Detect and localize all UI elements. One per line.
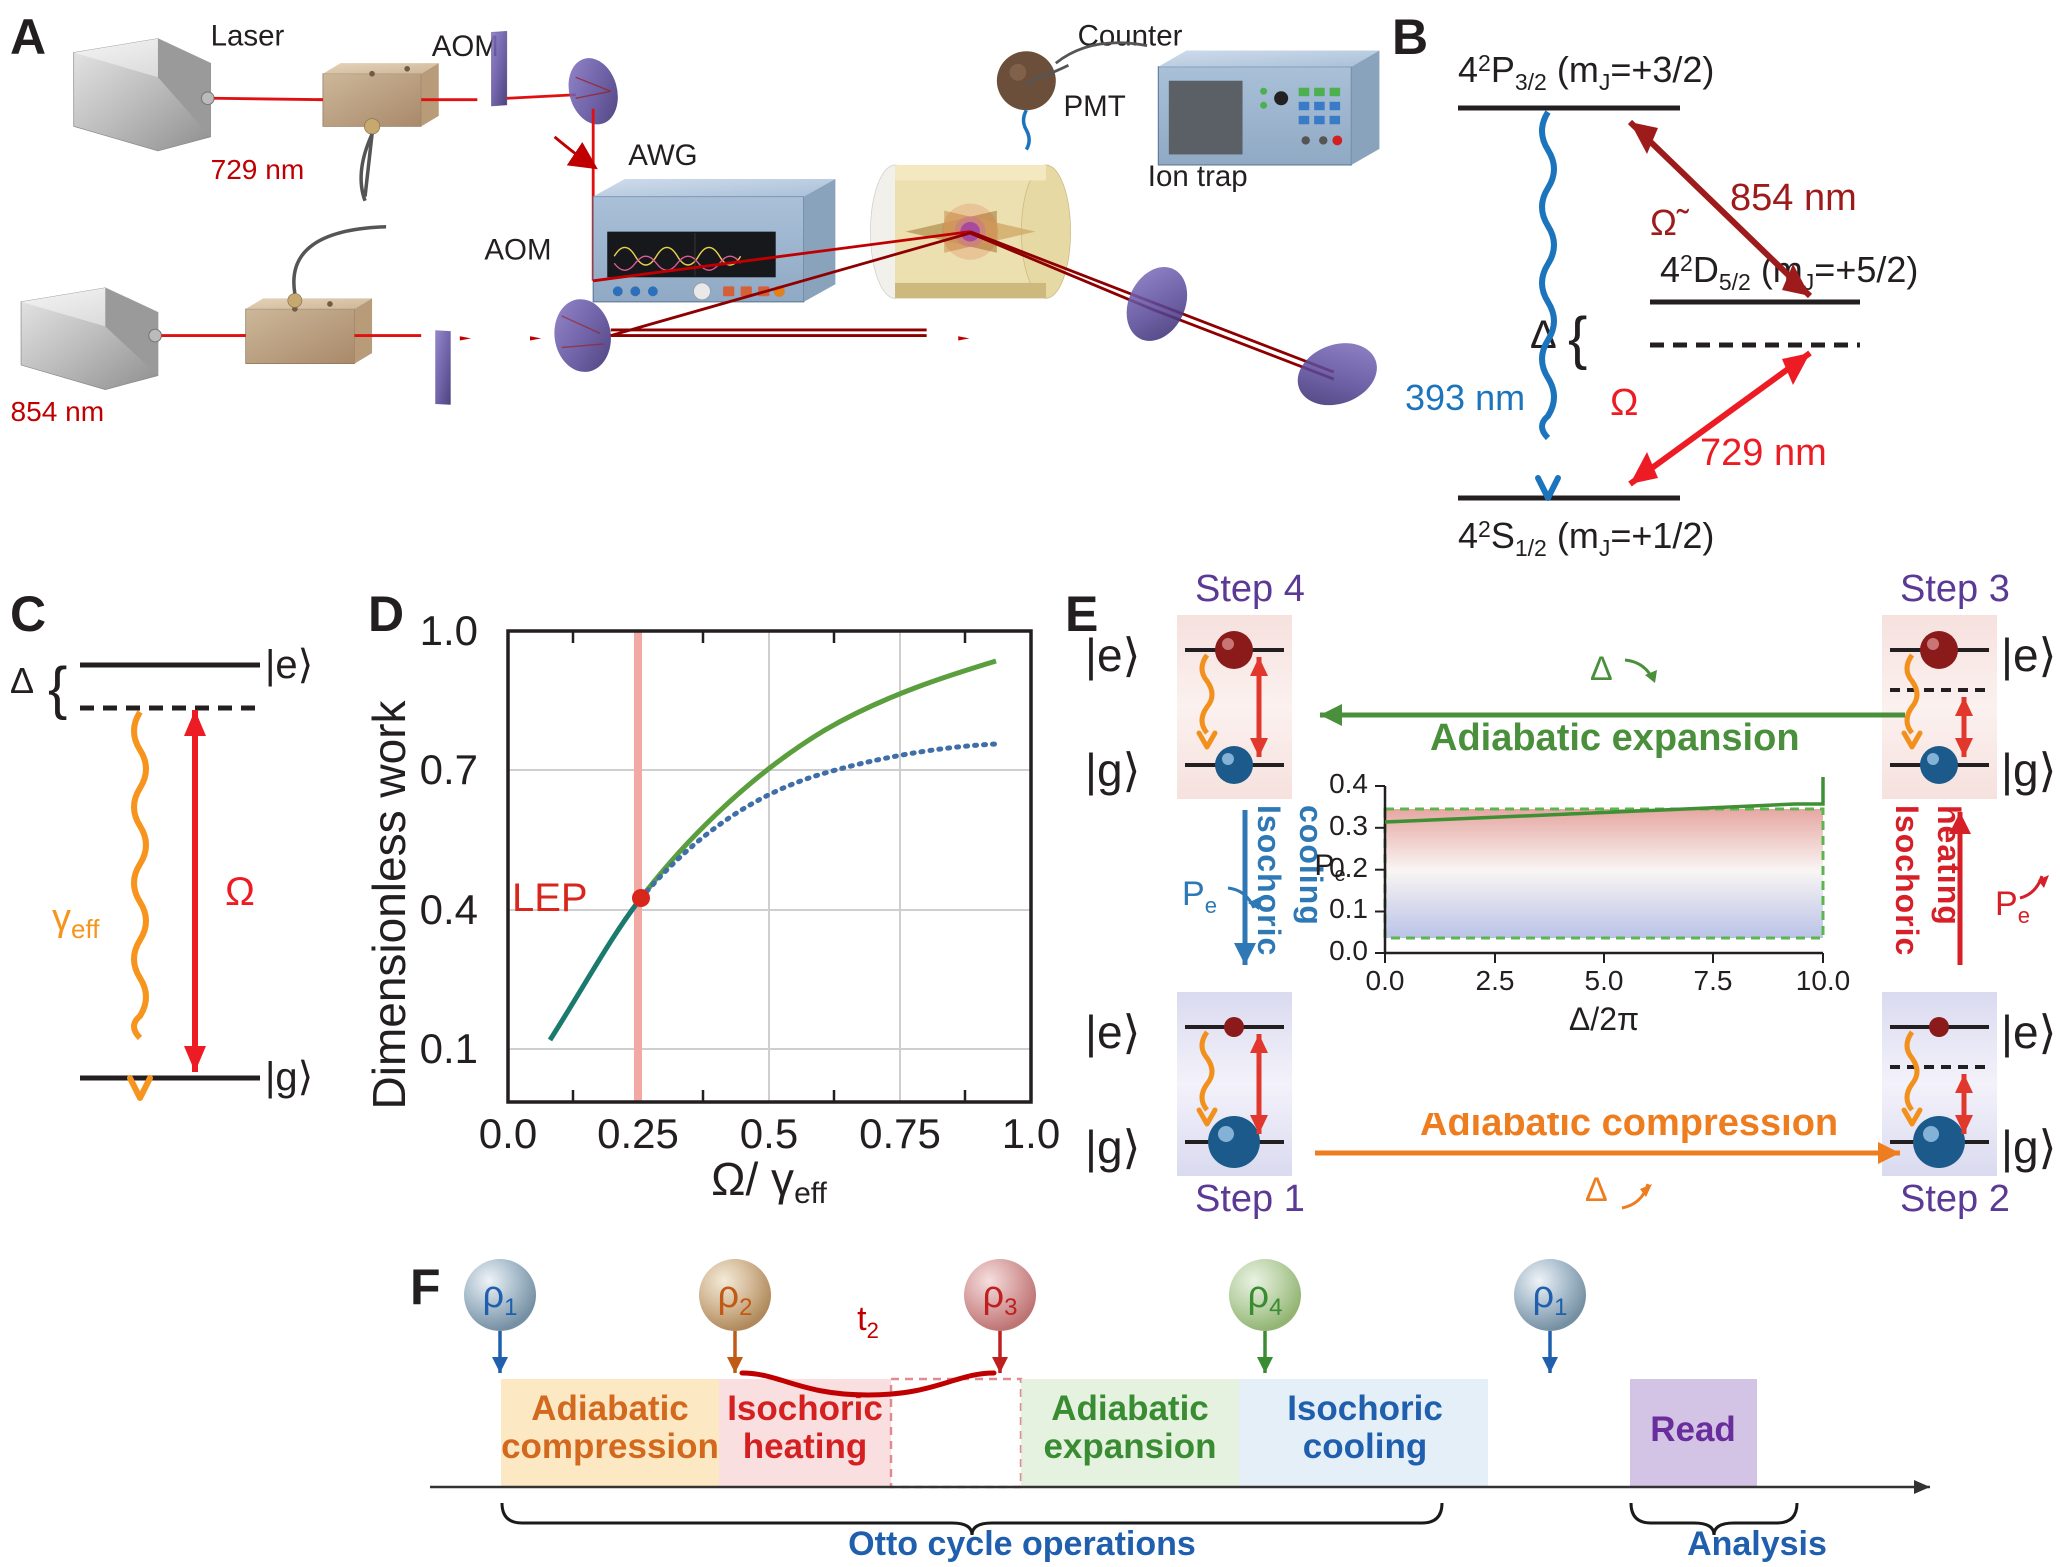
svg-text:Δ: Δ bbox=[1590, 650, 1613, 688]
svg-text:Δ: Δ bbox=[1585, 1171, 1608, 1209]
svg-text:0.75: 0.75 bbox=[859, 1110, 941, 1157]
svg-text:0.0: 0.0 bbox=[1366, 965, 1405, 996]
svg-text:cooling: cooling bbox=[1303, 1427, 1427, 1466]
svg-text:AWG: AWG bbox=[628, 139, 697, 172]
svg-text:AOM: AOM bbox=[432, 30, 499, 63]
svg-text:Isochoric: Isochoric bbox=[1287, 1389, 1443, 1428]
svg-text:0.4: 0.4 bbox=[420, 886, 478, 933]
svg-text:|e⟩: |e⟩ bbox=[265, 643, 313, 687]
svg-text:0.4: 0.4 bbox=[1329, 768, 1368, 799]
svg-text:0.25: 0.25 bbox=[597, 1110, 679, 1157]
svg-text:Otto cycle operations: Otto cycle operations bbox=[848, 1525, 1196, 1563]
svg-text:Pe: Pe bbox=[1182, 875, 1217, 918]
svg-text:|g⟩: |g⟩ bbox=[265, 1055, 313, 1099]
svg-text:42S1/2 (mJ=+1/2): 42S1/2 (mJ=+1/2) bbox=[1458, 515, 1714, 560]
svg-text:854 nm: 854 nm bbox=[1730, 177, 1857, 219]
svg-text:AOM: AOM bbox=[484, 234, 551, 267]
svg-text:expansion: expansion bbox=[1043, 1427, 1216, 1466]
svg-text:Adiabatic compression: Adiabatic compression bbox=[1420, 1113, 1838, 1144]
svg-text:Dimensionless work: Dimensionless work bbox=[363, 699, 415, 1109]
svg-text:Adiabatic: Adiabatic bbox=[1051, 1389, 1209, 1428]
svg-text:Counter: Counter bbox=[1078, 20, 1183, 53]
svg-text:LEP: LEP bbox=[512, 876, 588, 920]
svg-text:0.3: 0.3 bbox=[1329, 810, 1368, 841]
svg-text:γeff: γeff bbox=[52, 897, 100, 944]
svg-text:Pe: Pe bbox=[1995, 885, 2030, 928]
svg-text:Δ/2π: Δ/2π bbox=[1569, 1001, 1639, 1037]
svg-text:Analysis: Analysis bbox=[1687, 1525, 1827, 1563]
svg-text:2.5: 2.5 bbox=[1476, 965, 1515, 996]
svg-text:42P3/2 (mJ=+3/2): 42P3/2 (mJ=+3/2) bbox=[1458, 49, 1714, 95]
svg-text:Adiabatic expansion: Adiabatic expansion bbox=[1430, 717, 1800, 759]
svg-text:Ω̃: Ω̃ bbox=[1650, 202, 1690, 243]
svg-text:PMT: PMT bbox=[1064, 90, 1126, 123]
svg-text:0.1: 0.1 bbox=[1329, 893, 1368, 924]
svg-text:393 nm: 393 nm bbox=[1405, 377, 1525, 418]
svg-text:Ω: Ω bbox=[225, 870, 255, 914]
svg-text:compression: compression bbox=[501, 1427, 719, 1466]
svg-text:t2: t2 bbox=[857, 1300, 879, 1343]
svg-text:Ω/ γeff: Ω/ γeff bbox=[711, 1153, 827, 1205]
svg-text:{: { bbox=[48, 656, 67, 721]
svg-text:0.0: 0.0 bbox=[479, 1110, 537, 1157]
svg-text:heating: heating bbox=[743, 1427, 867, 1466]
svg-text:Adiabatic: Adiabatic bbox=[531, 1389, 689, 1428]
svg-text:10.0: 10.0 bbox=[1796, 965, 1851, 996]
svg-text:1.0: 1.0 bbox=[1002, 1110, 1060, 1157]
svg-text:Laser: Laser bbox=[211, 20, 285, 53]
svg-text:{: { bbox=[1568, 306, 1587, 371]
svg-text:729 nm: 729 nm bbox=[211, 154, 305, 185]
svg-text:Read: Read bbox=[1650, 1410, 1736, 1449]
svg-text:5.0: 5.0 bbox=[1585, 965, 1624, 996]
svg-text:729 nm: 729 nm bbox=[1700, 432, 1827, 474]
svg-text:1.0: 1.0 bbox=[420, 607, 478, 654]
svg-text:0.7: 0.7 bbox=[420, 746, 478, 793]
svg-text:0.1: 0.1 bbox=[420, 1025, 478, 1072]
svg-text:0.0: 0.0 bbox=[1329, 935, 1368, 966]
svg-text:7.5: 7.5 bbox=[1694, 965, 1733, 996]
svg-text:Δ: Δ bbox=[10, 660, 34, 701]
svg-text:0.5: 0.5 bbox=[740, 1110, 798, 1157]
svg-text:854 nm: 854 nm bbox=[11, 396, 105, 427]
svg-text:Ω: Ω bbox=[1610, 382, 1638, 424]
